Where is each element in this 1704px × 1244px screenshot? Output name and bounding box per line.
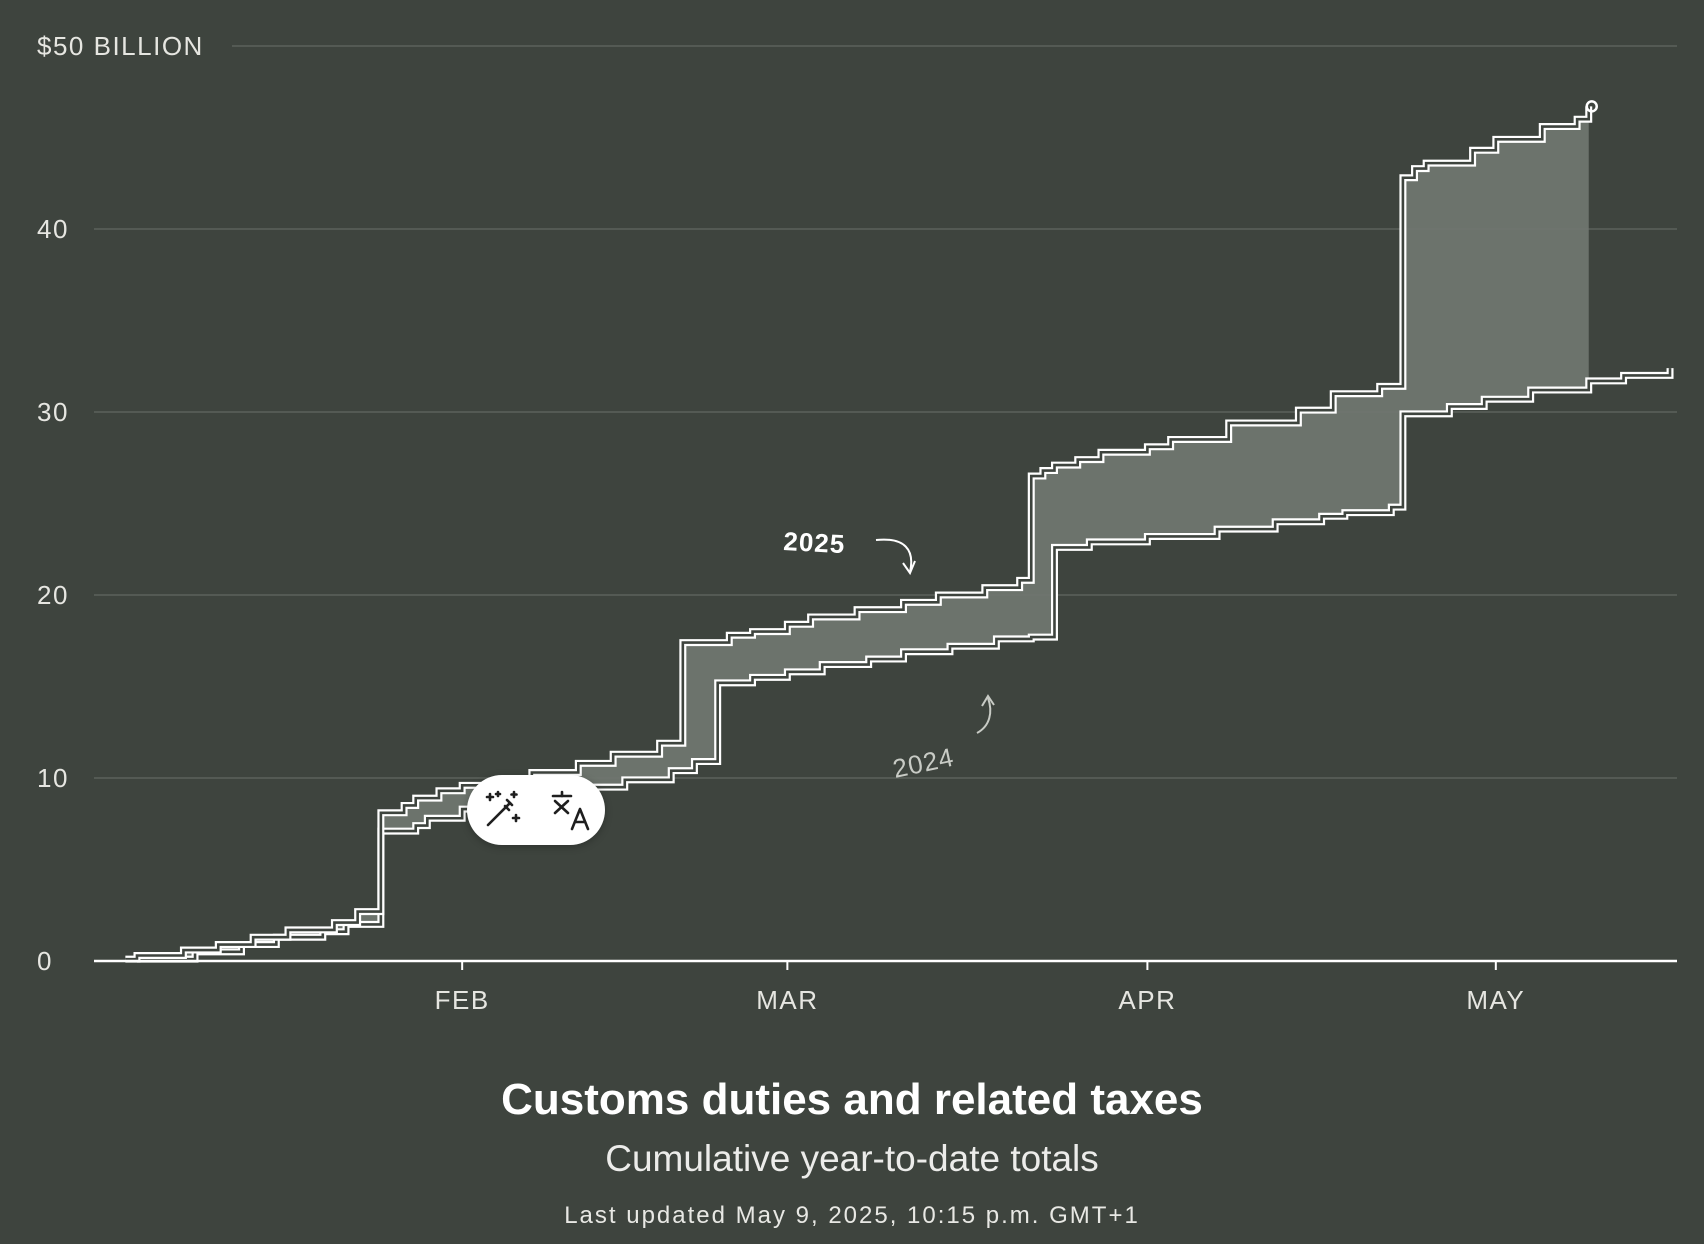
chart-subtitle: Cumulative year-to-date totals <box>605 1138 1099 1179</box>
last-updated-text: Last updated May 9, 2025, 10:15 p.m. GMT… <box>564 1202 1140 1229</box>
series-2025-endpoint <box>1585 100 1598 113</box>
magic-wand-icon[interactable] <box>476 784 528 836</box>
series-2025-line-inner <box>125 106 1591 961</box>
translate-icon[interactable] <box>545 784 597 836</box>
y-tick-label: 20 <box>37 580 69 610</box>
difference-fill <box>125 106 1589 961</box>
y-tick-label: 10 <box>37 763 69 793</box>
difference-area <box>125 106 1589 961</box>
arrow-2024 <box>976 697 992 734</box>
chart-title: Customs duties and related taxes <box>501 1075 1203 1124</box>
axes: 0 10 20 30 40 $50 BILLION FEB MAR APR MAY <box>37 31 1677 1015</box>
y-tick-label: 30 <box>37 397 69 427</box>
y-tick-label: 40 <box>37 214 69 244</box>
x-tick-label: APR <box>1118 985 1176 1015</box>
arrow-2025 <box>875 538 913 573</box>
x-tick-label: MAR <box>756 985 818 1015</box>
x-tick-label: FEB <box>435 985 490 1015</box>
y-tick-label: $50 BILLION <box>37 31 204 61</box>
label-2025: 2025 <box>783 526 846 559</box>
arrowhead-2025 <box>902 560 916 576</box>
floating-toolbar <box>467 775 605 845</box>
series-2025-line-outer <box>125 106 1593 963</box>
y-tick-label: 0 <box>37 946 53 976</box>
x-tick-label: MAY <box>1466 985 1525 1015</box>
series-lines <box>125 100 1674 963</box>
arrowhead-2024 <box>981 694 995 707</box>
series-2024-line-inner <box>136 368 1672 961</box>
series-2024-line-outer <box>136 368 1674 963</box>
